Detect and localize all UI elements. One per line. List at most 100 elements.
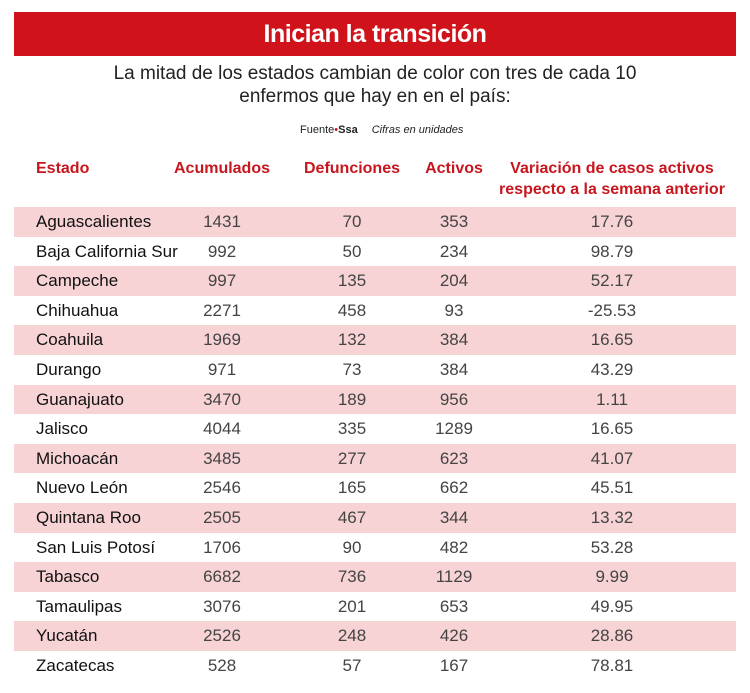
table-cell: -25.53 [587, 300, 637, 320]
table-cell: 2526 [203, 626, 241, 646]
table-cell: 52.17 [590, 271, 634, 291]
state-name: Quintana Roo [36, 508, 141, 527]
table-cell: 98.79 [590, 241, 634, 261]
table-cell: 28.86 [590, 626, 634, 646]
table-cell: 1.11 [596, 389, 628, 409]
table-cell: 43.29 [590, 360, 634, 379]
table-cell: 992 [207, 241, 237, 261]
table-cell: 204 [439, 271, 469, 291]
table-cell: 384 [439, 330, 469, 350]
state-name: Jalisco [36, 419, 88, 439]
table-cell: 9.99 [595, 567, 629, 587]
table-cell: 53.28 [590, 537, 634, 557]
table-cell: 653 [439, 596, 469, 616]
row-band [14, 621, 736, 651]
table-cell: 165 [337, 478, 367, 498]
table-cell: 1706 [203, 537, 241, 557]
table-cell: 662 [439, 478, 469, 498]
table-cell: 426 [439, 626, 469, 646]
table-cell: 189 [337, 389, 367, 409]
table-cell: 1129 [435, 567, 473, 587]
table-cell: 277 [337, 448, 367, 468]
state-name: Coahuila [36, 330, 104, 350]
state-name: Guanajuato [36, 389, 124, 409]
state-name: Tabasco [36, 567, 100, 587]
source-line: Fuente•Ssa Cifras en unidades [300, 124, 463, 136]
column-header: Acumulados [173, 160, 270, 177]
source-label: Fuente [300, 124, 335, 136]
subtitle: La mitad de los estados cambian de color… [113, 63, 637, 107]
table-cell: 2271 [203, 300, 241, 320]
table-cell: 49.95 [590, 596, 634, 616]
table-cell: 997 [207, 271, 237, 291]
table-cell: 201 [337, 596, 367, 616]
table-cell: 57 [342, 656, 362, 675]
table-cell: 17.76 [590, 212, 634, 231]
table-cell: 1289 [435, 419, 473, 439]
table-cell: 167 [439, 656, 469, 675]
table-cell: 956 [439, 389, 469, 409]
table-cell: 90 [342, 537, 362, 557]
state-name: Nuevo León [36, 478, 128, 498]
title: Inician la transición [263, 20, 487, 48]
column-header: Estado [36, 160, 90, 177]
state-name: Baja California Sur [36, 241, 178, 261]
table-cell: 16.65 [590, 330, 634, 350]
bullet: • [334, 124, 339, 136]
row-band [14, 503, 736, 533]
row-band [14, 325, 736, 355]
table-cell: 16.65 [590, 419, 634, 439]
table-cell: 467 [337, 508, 367, 527]
table-cell: 528 [207, 656, 237, 675]
state-name: Tamaulipas [36, 596, 122, 616]
table-cell: 335 [337, 419, 367, 439]
state-name: Campeche [36, 271, 119, 291]
table-cell: 50 [342, 241, 362, 261]
table-cell: 73 [342, 360, 362, 379]
table-cell: 41.07 [590, 448, 634, 468]
state-name: San Luis Potosí [36, 537, 156, 557]
table-cell: 4044 [203, 419, 241, 439]
table-cell: 248 [337, 626, 367, 646]
table-cell: 1431 [203, 212, 241, 231]
table-cell: 2546 [203, 478, 241, 498]
table-cell: 353 [439, 212, 469, 231]
table-cell: 45.51 [590, 478, 634, 498]
state-name: Durango [36, 360, 102, 379]
table-cell: 132 [337, 330, 367, 350]
source-note: Cifras en unidades [371, 124, 464, 136]
table-cell: 2505 [203, 508, 241, 527]
row-band [14, 562, 736, 592]
table-cell: 234 [439, 241, 469, 261]
row-band [14, 443, 736, 474]
table-cell: 1969 [203, 330, 241, 350]
table-cell: 3485 [203, 448, 241, 468]
table-cell: 384 [439, 360, 469, 379]
state-name: Zacatecas [36, 656, 115, 675]
source-name: Ssa [338, 124, 358, 136]
column-header: Defunciones [303, 160, 400, 177]
state-name: Chihuahua [36, 300, 119, 320]
column-header: Activos [425, 160, 483, 177]
table-cell: 78.81 [590, 656, 634, 675]
table-cell: 971 [207, 360, 237, 379]
title-bar: Inician la transición [14, 12, 736, 56]
column-header: Variación de casos activos respecto a la… [499, 160, 725, 198]
table-cell: 3076 [203, 596, 241, 616]
table-cell: 135 [337, 271, 367, 291]
table-cell: 70 [342, 212, 362, 231]
table-cell: 6682 [203, 567, 241, 587]
table-cell: 93 [444, 300, 464, 320]
row-band [14, 266, 736, 296]
table-cell: 13.32 [590, 508, 634, 527]
state-name: Aguascalientes [36, 212, 152, 231]
table-cell: 482 [439, 537, 469, 557]
table-cell: 736 [337, 567, 367, 587]
table-cell: 623 [439, 448, 469, 468]
table-cell: 3470 [203, 389, 241, 409]
row-band [14, 207, 736, 237]
row-band [14, 384, 736, 415]
state-name: Yucatán [36, 626, 98, 646]
table-cell: 344 [439, 508, 469, 527]
